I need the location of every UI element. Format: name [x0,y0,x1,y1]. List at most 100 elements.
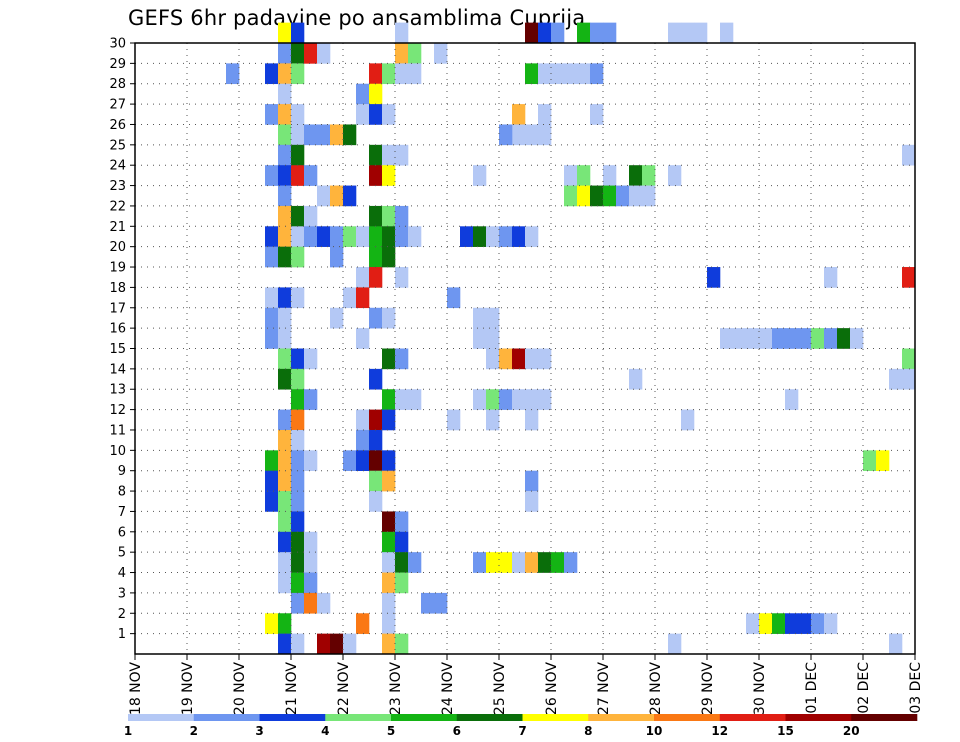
heatmap-cell [382,144,396,166]
heatmap-cell [889,368,903,390]
heatmap-cell [512,552,526,573]
heatmap-cell [382,165,396,186]
heatmap-cell [304,389,318,410]
x-tick-label: 03 DEC [908,662,924,714]
heatmap-cell [382,470,396,492]
heatmap-cell [265,613,279,634]
heatmap-cell [785,328,799,349]
heatmap-cell [330,633,344,655]
colorbar-swatch [785,714,852,721]
heatmap-cell [291,633,305,655]
heatmap-cell [343,226,357,247]
heatmap-cell [707,267,721,288]
heatmap-cell [356,409,370,431]
heatmap-cell [382,409,396,431]
heatmap-cell [356,267,370,288]
heatmap-cell [629,368,643,390]
heatmap-cell [278,43,292,64]
heatmap-cell [395,552,409,573]
heatmap-cell [902,267,916,288]
heatmap-cell [538,22,552,44]
heatmap-cell [473,165,487,186]
y-tick-label: 12 [109,403,126,418]
heatmap-cell [382,552,396,573]
heatmap-cell [382,348,396,370]
heatmap-cell [304,531,318,553]
heatmap-cell [369,491,383,512]
heatmap-cell [395,633,409,655]
x-tick-label: 02 DEC [856,662,872,714]
heatmap-cell [512,226,526,247]
heatmap-cell [265,307,279,329]
heatmap-cell [642,165,656,186]
colorbar-label: 5 [387,724,395,738]
heatmap-cell [291,511,305,533]
y-tick-label: 16 [109,322,126,337]
heatmap-cell [824,613,838,634]
heatmap-cell [343,287,357,309]
x-tick-label: 27 NOV [596,662,612,716]
heatmap-cell [291,165,305,186]
heatmap-cell [265,328,279,349]
colorbar-swatch [654,714,721,721]
heatmap-cell [278,531,292,553]
heatmap-cell [278,572,292,594]
colorbar-swatch [851,714,918,721]
heatmap-cell [291,104,305,125]
heatmap-cell [317,226,331,247]
heatmap-cell [681,409,695,431]
heatmap-cell [369,83,383,105]
heatmap-cell [356,83,370,105]
heatmap-cell [629,165,643,186]
heatmap-cell [330,246,344,268]
y-tick-label: 29 [109,57,126,72]
y-tick-label: 27 [109,98,126,113]
y-tick-label: 24 [109,159,126,174]
heatmap-cell [525,226,539,247]
x-tick-label: 25 NOV [492,662,508,716]
cells-layer [226,22,916,655]
heatmap-cell [291,470,305,492]
heatmap-cell [304,572,318,594]
heatmap-cell [772,613,786,634]
heatmap-cell [304,552,318,573]
heatmap-cell [343,633,357,655]
heatmap-cell [538,389,552,410]
heatmap-cell [382,389,396,410]
heatmap-cell [291,552,305,573]
heatmap-cell [330,226,344,247]
x-tick-label: 26 NOV [544,662,560,716]
heatmap-cell [486,226,500,247]
x-tick-label: 22 NOV [336,662,352,716]
heatmap-cell [291,592,305,614]
heatmap-cell [278,22,292,44]
heatmap-cell [395,348,409,370]
colorbar-swatch [522,714,589,721]
heatmap-cell [278,104,292,125]
heatmap-cell [382,531,396,553]
heatmap-cell [564,63,578,85]
heatmap-cell [265,226,279,247]
heatmap-cell [278,124,292,146]
y-tick-label: 22 [109,199,126,214]
heatmap-cell [278,368,292,390]
heatmap-cell [291,409,305,431]
heatmap-cell [265,104,279,125]
x-tick-label: 23 NOV [388,662,404,716]
heatmap-cell [382,613,396,634]
heatmap-cell [278,328,292,349]
heatmap-cell [291,22,305,44]
y-axis-ticks: 1234567891011121314151617181920212223242… [109,37,135,642]
heatmap-cell [460,226,474,247]
heatmap-cell [642,185,656,207]
colorbar-swatch [193,714,260,721]
heatmap-cell [746,613,760,634]
x-tick-label: 20 NOV [232,662,248,716]
colorbar-swatch [128,714,195,721]
heatmap-cell [902,348,916,370]
heatmap-cell [356,328,370,349]
heatmap-cell [798,613,812,634]
heatmap-cell [785,613,799,634]
heatmap-cell [278,470,292,492]
